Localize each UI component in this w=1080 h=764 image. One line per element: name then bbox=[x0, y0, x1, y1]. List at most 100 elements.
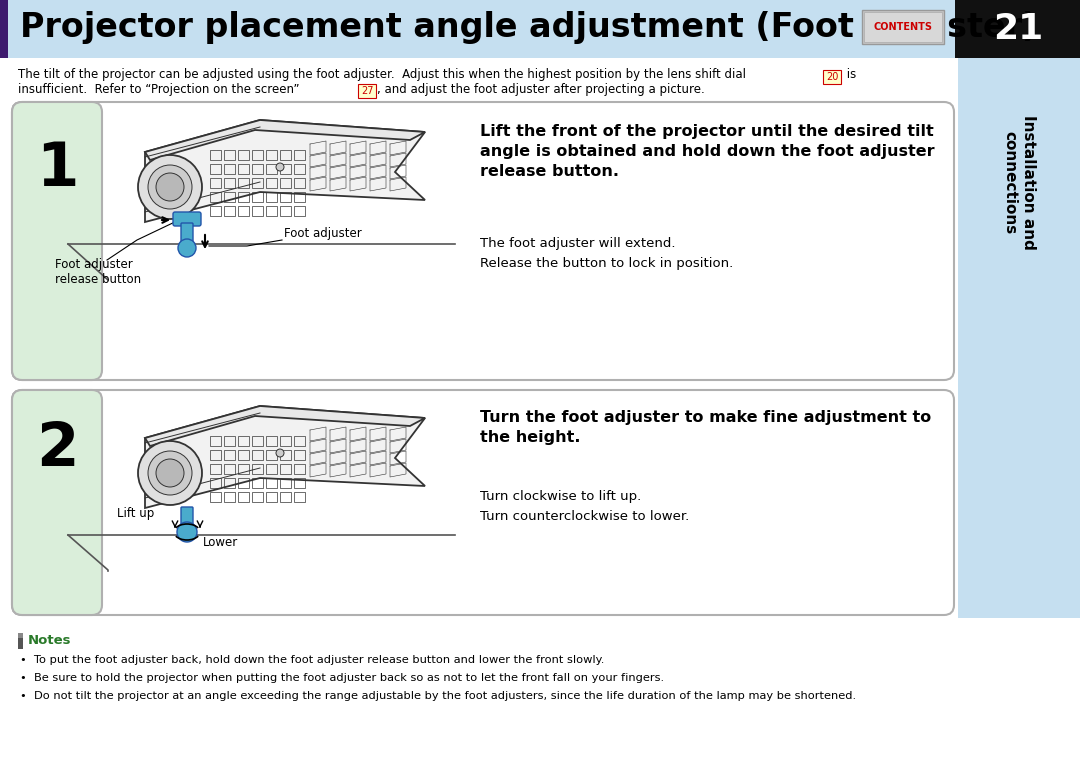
Bar bbox=[252, 164, 264, 174]
Bar bbox=[0, 0, 8, 58]
Circle shape bbox=[178, 239, 195, 257]
Circle shape bbox=[276, 449, 284, 457]
Text: 1: 1 bbox=[36, 140, 78, 199]
Circle shape bbox=[177, 522, 197, 542]
Bar bbox=[294, 150, 305, 160]
Bar bbox=[294, 164, 305, 174]
Bar bbox=[210, 436, 221, 446]
Circle shape bbox=[148, 451, 192, 495]
Bar bbox=[294, 436, 305, 446]
Bar bbox=[280, 164, 291, 174]
Bar bbox=[294, 478, 305, 488]
FancyBboxPatch shape bbox=[12, 102, 102, 380]
Polygon shape bbox=[145, 120, 426, 160]
Bar bbox=[238, 450, 249, 460]
FancyBboxPatch shape bbox=[181, 507, 193, 529]
Bar bbox=[266, 450, 276, 460]
Bar bbox=[280, 450, 291, 460]
Text: Lift the front of the projector until the desired tilt
angle is obtained and hol: Lift the front of the projector until th… bbox=[480, 124, 934, 179]
Bar bbox=[280, 464, 291, 474]
Text: Release the button to lock in position.: Release the button to lock in position. bbox=[480, 257, 733, 270]
Text: , and adjust the foot adjuster after projecting a picture.: , and adjust the foot adjuster after pro… bbox=[377, 83, 705, 96]
Bar bbox=[210, 492, 221, 502]
Text: 27: 27 bbox=[361, 86, 374, 96]
Text: Foot adjuster: Foot adjuster bbox=[284, 228, 362, 241]
Bar bbox=[294, 206, 305, 216]
Circle shape bbox=[156, 459, 184, 487]
Bar bbox=[266, 150, 276, 160]
Bar bbox=[266, 436, 276, 446]
Bar bbox=[266, 478, 276, 488]
FancyBboxPatch shape bbox=[173, 212, 201, 226]
Polygon shape bbox=[145, 406, 426, 508]
Bar bbox=[266, 164, 276, 174]
FancyBboxPatch shape bbox=[181, 223, 193, 247]
Bar bbox=[252, 464, 264, 474]
Bar bbox=[238, 192, 249, 202]
Bar bbox=[294, 464, 305, 474]
Bar bbox=[280, 192, 291, 202]
Text: Lift up: Lift up bbox=[117, 507, 154, 520]
Bar bbox=[224, 436, 235, 446]
Bar bbox=[238, 478, 249, 488]
Text: 21: 21 bbox=[993, 12, 1043, 46]
Circle shape bbox=[138, 155, 202, 219]
Bar bbox=[224, 150, 235, 160]
Bar bbox=[210, 206, 221, 216]
Bar bbox=[294, 192, 305, 202]
Bar bbox=[224, 464, 235, 474]
Bar bbox=[294, 450, 305, 460]
Bar bbox=[238, 206, 249, 216]
Bar bbox=[252, 150, 264, 160]
Bar bbox=[266, 492, 276, 502]
Bar bbox=[266, 206, 276, 216]
Bar bbox=[238, 178, 249, 188]
Bar bbox=[252, 436, 264, 446]
Bar bbox=[823, 70, 841, 84]
Bar bbox=[0, 0, 955, 58]
Bar bbox=[210, 192, 221, 202]
Text: •  To put the foot adjuster back, hold down the foot adjuster release button and: • To put the foot adjuster back, hold do… bbox=[21, 655, 605, 665]
Bar bbox=[266, 464, 276, 474]
Bar bbox=[224, 478, 235, 488]
Text: •  Be sure to hold the projector when putting the foot adjuster back so as not t: • Be sure to hold the projector when put… bbox=[21, 673, 664, 683]
Circle shape bbox=[276, 163, 284, 171]
Bar bbox=[224, 192, 235, 202]
Bar bbox=[22, 400, 82, 605]
Text: 2: 2 bbox=[36, 420, 79, 479]
Polygon shape bbox=[145, 120, 426, 222]
Text: Projector placement angle adjustment (Foot adjuster): Projector placement angle adjustment (Fo… bbox=[21, 11, 1037, 44]
Text: is: is bbox=[843, 68, 856, 81]
Bar bbox=[18, 633, 23, 649]
Bar bbox=[252, 478, 264, 488]
Bar bbox=[210, 450, 221, 460]
Bar bbox=[294, 492, 305, 502]
Bar bbox=[252, 450, 264, 460]
Bar bbox=[224, 164, 235, 174]
Text: insufficient.  Refer to “Projection on the screen”: insufficient. Refer to “Projection on th… bbox=[18, 83, 299, 96]
Bar bbox=[210, 150, 221, 160]
Bar bbox=[238, 164, 249, 174]
Text: The tilt of the projector can be adjusted using the foot adjuster.  Adjust this : The tilt of the projector can be adjuste… bbox=[18, 68, 746, 81]
Text: Lower: Lower bbox=[203, 536, 239, 549]
Text: Turn counterclockwise to lower.: Turn counterclockwise to lower. bbox=[480, 510, 689, 523]
Bar bbox=[357, 84, 376, 98]
Polygon shape bbox=[145, 406, 426, 446]
Text: CONTENTS: CONTENTS bbox=[874, 22, 932, 32]
Text: 20: 20 bbox=[826, 72, 838, 82]
Circle shape bbox=[148, 165, 192, 209]
Text: Notes: Notes bbox=[28, 634, 71, 648]
Bar bbox=[280, 478, 291, 488]
Text: Turn clockwise to lift up.: Turn clockwise to lift up. bbox=[480, 490, 642, 503]
Bar bbox=[280, 150, 291, 160]
Bar bbox=[862, 10, 944, 44]
Bar bbox=[280, 206, 291, 216]
Text: •  Do not tilt the projector at an angle exceeding the range adjustable by the f: • Do not tilt the projector at an angle … bbox=[21, 691, 856, 701]
Bar bbox=[224, 206, 235, 216]
Bar bbox=[280, 178, 291, 188]
Bar bbox=[238, 150, 249, 160]
Bar bbox=[252, 492, 264, 502]
Bar bbox=[238, 464, 249, 474]
Text: Foot adjuster
release button: Foot adjuster release button bbox=[55, 258, 141, 286]
FancyBboxPatch shape bbox=[12, 102, 954, 380]
